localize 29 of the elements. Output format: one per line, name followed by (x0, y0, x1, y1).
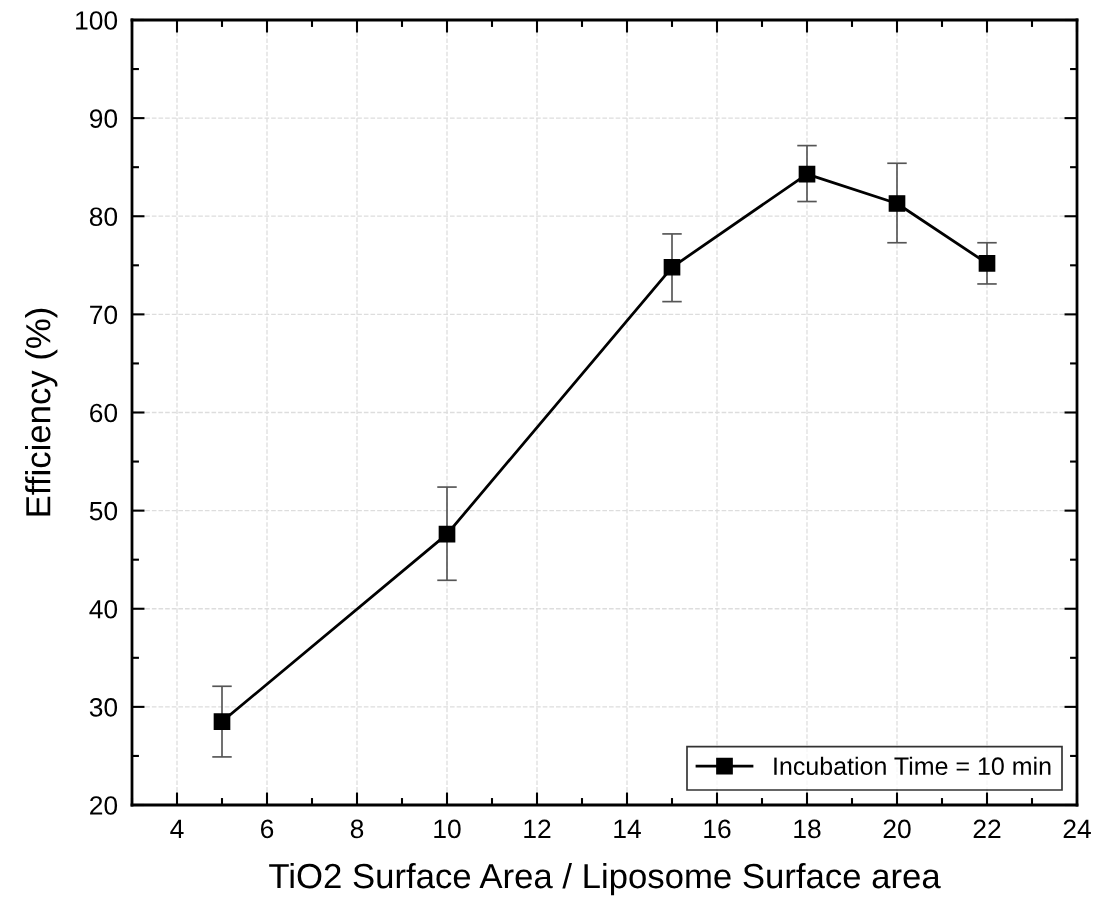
x-tick-label: 10 (434, 819, 461, 839)
point (213, 713, 231, 730)
x-tick-label: 18 (794, 819, 821, 839)
x-tick-label: 22 (973, 819, 1001, 839)
x-tick-label: 12 (524, 819, 551, 839)
y-tick-label: 100 (76, 11, 118, 30)
x-axis-title: TiO2 Surface Area / Liposome Surface area (269, 862, 941, 896)
point (888, 195, 906, 212)
y-tick-label: 90 (90, 109, 118, 128)
point (798, 165, 816, 183)
legend-label: Incubation Time = 10 min (774, 756, 1051, 776)
y-tick-label: 70 (90, 305, 118, 325)
x-tick-label: 20 (883, 819, 911, 839)
y-tick-label: 60 (90, 403, 118, 423)
x-tick-label: 14 (614, 819, 641, 839)
point (663, 258, 681, 276)
point (978, 255, 996, 272)
y-tick-label: 80 (89, 207, 118, 227)
x-tick-label: 24 (1063, 819, 1091, 839)
x-tick-label: 4 (170, 819, 184, 839)
y-tick-label: 40 (89, 599, 118, 619)
x-tick-label: 8 (350, 819, 364, 839)
x-tick-label: 6 (261, 819, 274, 839)
x-tick-label: 16 (704, 819, 731, 839)
y-tick-label: 30 (89, 698, 118, 717)
y-tick-label: 50 (89, 501, 118, 521)
y-tick-label: 20 (90, 796, 118, 815)
y-axis-title: Efficiency (%) (25, 308, 58, 516)
point (438, 525, 456, 543)
